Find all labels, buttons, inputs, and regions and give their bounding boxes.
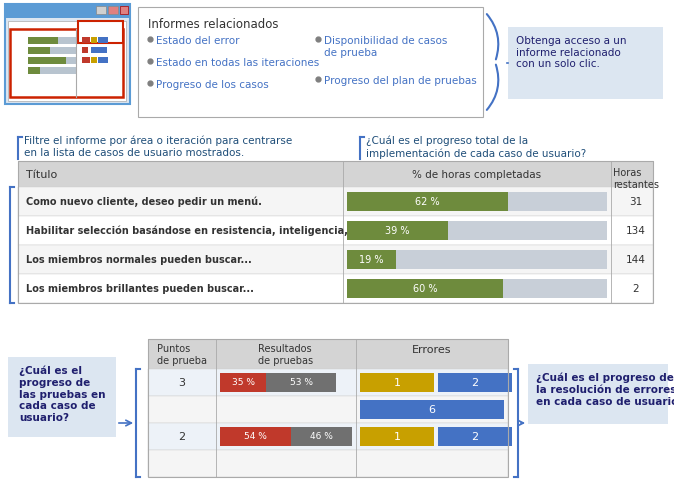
Bar xyxy=(148,339,508,477)
Text: 1: 1 xyxy=(394,431,400,441)
Text: 31: 31 xyxy=(630,196,642,206)
Text: 35 %: 35 % xyxy=(232,378,255,387)
Text: Como nuevo cliente, deseo pedir un menú.: Como nuevo cliente, deseo pedir un menú. xyxy=(26,196,262,207)
Bar xyxy=(266,373,336,392)
Bar xyxy=(108,7,118,15)
Text: 19 %: 19 % xyxy=(359,255,384,265)
Bar xyxy=(148,339,508,369)
Bar xyxy=(528,364,668,424)
Bar xyxy=(82,48,88,54)
Bar xyxy=(58,38,76,45)
Bar xyxy=(96,7,106,15)
Text: Estado en todas las iteraciones: Estado en todas las iteraciones xyxy=(156,58,319,68)
Text: de prueba: de prueba xyxy=(324,48,377,58)
Bar xyxy=(28,38,58,45)
Text: Filtre el informe por área o iteración para centrarse
en la lista de casos de us: Filtre el informe por área o iteración p… xyxy=(24,136,293,158)
Text: 2: 2 xyxy=(471,431,479,441)
Bar xyxy=(40,68,76,75)
Bar xyxy=(347,280,503,299)
Text: Los miembros normales pueden buscar...: Los miembros normales pueden buscar... xyxy=(26,255,252,265)
Bar xyxy=(360,427,434,446)
Text: 3: 3 xyxy=(179,377,185,387)
Bar xyxy=(50,48,76,55)
Text: 62 %: 62 % xyxy=(415,196,440,206)
Bar xyxy=(91,38,97,44)
Bar xyxy=(347,250,607,270)
Text: 54 %: 54 % xyxy=(244,432,267,440)
Text: Informes relacionados: Informes relacionados xyxy=(148,18,278,31)
Bar xyxy=(138,8,483,118)
Bar xyxy=(360,373,434,392)
Text: 2: 2 xyxy=(471,377,479,387)
Bar xyxy=(91,58,97,64)
Bar xyxy=(78,22,123,44)
Bar xyxy=(18,216,653,245)
Bar xyxy=(66,58,76,65)
Text: 6: 6 xyxy=(429,404,435,414)
Text: Los miembros brillantes pueden buscar...: Los miembros brillantes pueden buscar... xyxy=(26,284,254,294)
Bar xyxy=(10,30,123,98)
Text: ¿Cuál es el progreso total de la
implementación de cada caso de usuario?: ¿Cuál es el progreso total de la impleme… xyxy=(366,136,586,158)
Bar xyxy=(82,58,90,64)
Bar xyxy=(18,245,653,275)
Bar xyxy=(347,192,607,211)
Text: Habilitar selección basándose en resistencia, inteligencia, etc.: Habilitar selección basándose en resiste… xyxy=(26,225,372,236)
Text: Horas
restantes: Horas restantes xyxy=(613,168,659,189)
Bar xyxy=(347,280,607,299)
Bar xyxy=(220,373,266,392)
Bar xyxy=(28,58,66,65)
Bar xyxy=(98,38,108,44)
Bar xyxy=(18,188,653,216)
Text: 60 %: 60 % xyxy=(412,284,437,294)
Bar xyxy=(120,7,128,15)
Bar xyxy=(5,5,130,105)
Bar xyxy=(291,427,352,446)
Bar xyxy=(8,357,116,437)
Text: Progreso de los casos: Progreso de los casos xyxy=(156,80,269,90)
Bar xyxy=(438,427,512,446)
Bar xyxy=(148,369,508,396)
Text: Errores: Errores xyxy=(412,344,452,354)
Bar xyxy=(98,58,108,64)
Text: ¿Cuál es el
progreso de
las pruebas en
cada caso de
usuario?: ¿Cuál es el progreso de las pruebas en c… xyxy=(19,365,105,422)
Bar xyxy=(148,423,508,450)
Text: Estado del error: Estado del error xyxy=(156,36,239,46)
Text: 53 %: 53 % xyxy=(290,378,313,387)
Text: Disponibilidad de casos: Disponibilidad de casos xyxy=(324,36,448,46)
Bar xyxy=(5,5,130,19)
Text: 46 %: 46 % xyxy=(310,432,333,440)
Bar xyxy=(28,48,50,55)
Bar xyxy=(360,400,504,419)
Bar xyxy=(148,450,508,477)
Bar xyxy=(82,38,90,44)
Bar xyxy=(347,250,396,270)
Text: 39 %: 39 % xyxy=(386,225,410,235)
Bar xyxy=(347,192,508,211)
Text: 134: 134 xyxy=(626,225,646,235)
Text: Título: Título xyxy=(26,170,57,180)
Text: Obtenga acceso a un
informe relacionado
con un solo clic.: Obtenga acceso a un informe relacionado … xyxy=(516,36,627,69)
Text: 1: 1 xyxy=(394,377,400,387)
Bar xyxy=(18,162,653,304)
Bar xyxy=(148,396,508,423)
Text: Progreso del plan de pruebas: Progreso del plan de pruebas xyxy=(324,76,477,86)
Text: Puntos
de prueba: Puntos de prueba xyxy=(157,343,207,365)
Bar xyxy=(18,162,653,188)
Bar xyxy=(347,221,607,240)
Bar xyxy=(508,28,663,100)
Text: 2: 2 xyxy=(633,284,640,294)
Bar xyxy=(438,373,512,392)
Text: 2: 2 xyxy=(179,431,185,441)
Bar xyxy=(91,48,107,54)
Text: Resultados
de pruebas: Resultados de pruebas xyxy=(258,343,313,365)
Text: 144: 144 xyxy=(626,255,646,265)
Bar xyxy=(220,427,291,446)
Bar xyxy=(18,275,653,304)
Bar xyxy=(28,68,40,75)
Text: ¿Cuál es el progreso de
la resolución de errores
en cada caso de usuario?: ¿Cuál es el progreso de la resolución de… xyxy=(536,372,674,406)
Bar xyxy=(8,22,126,102)
Bar xyxy=(347,221,448,240)
Text: % de horas completadas: % de horas completadas xyxy=(412,170,542,180)
